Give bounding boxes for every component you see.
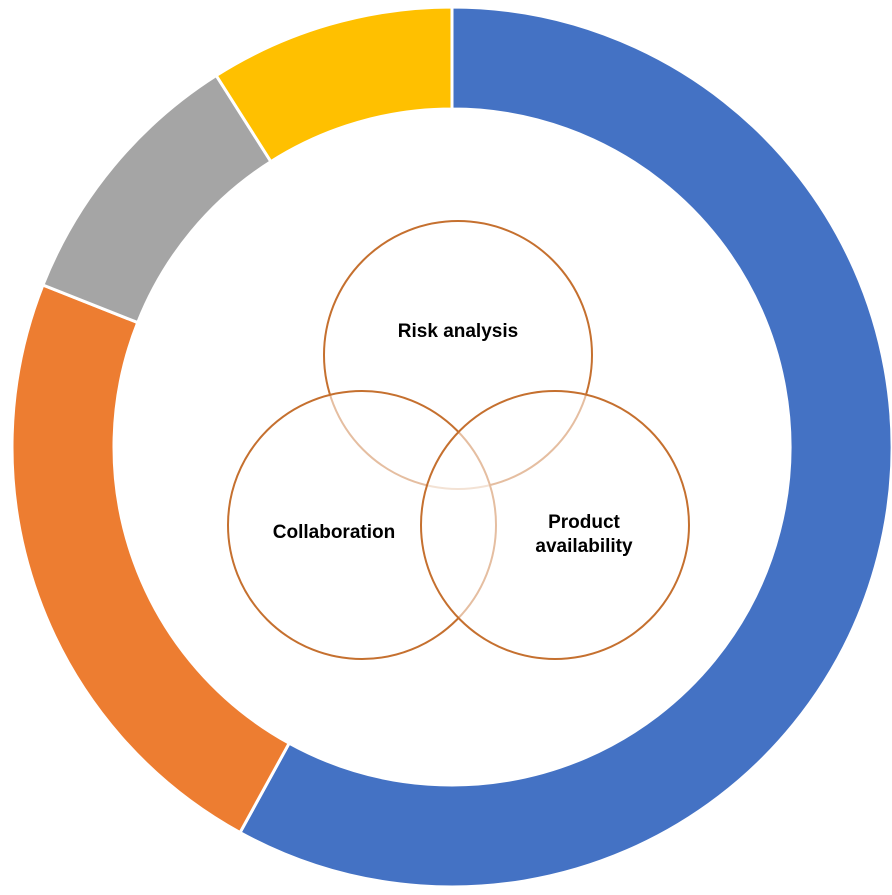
venn-label: Product availability <box>535 512 633 557</box>
venn-label: Collaboration <box>273 522 395 543</box>
venn-label-line: Product <box>548 512 620 533</box>
donut-segment <box>237 5 892 889</box>
venn-label-line: availability <box>535 536 633 557</box>
venn-label-line: Collaboration <box>273 522 395 543</box>
donut-segment <box>40 73 273 325</box>
venn-label: Risk analysis <box>398 321 518 342</box>
donut-segment <box>214 5 454 164</box>
donut-segment <box>10 283 292 835</box>
venn-circle <box>420 390 690 660</box>
venn-label-line: Risk analysis <box>398 321 518 342</box>
